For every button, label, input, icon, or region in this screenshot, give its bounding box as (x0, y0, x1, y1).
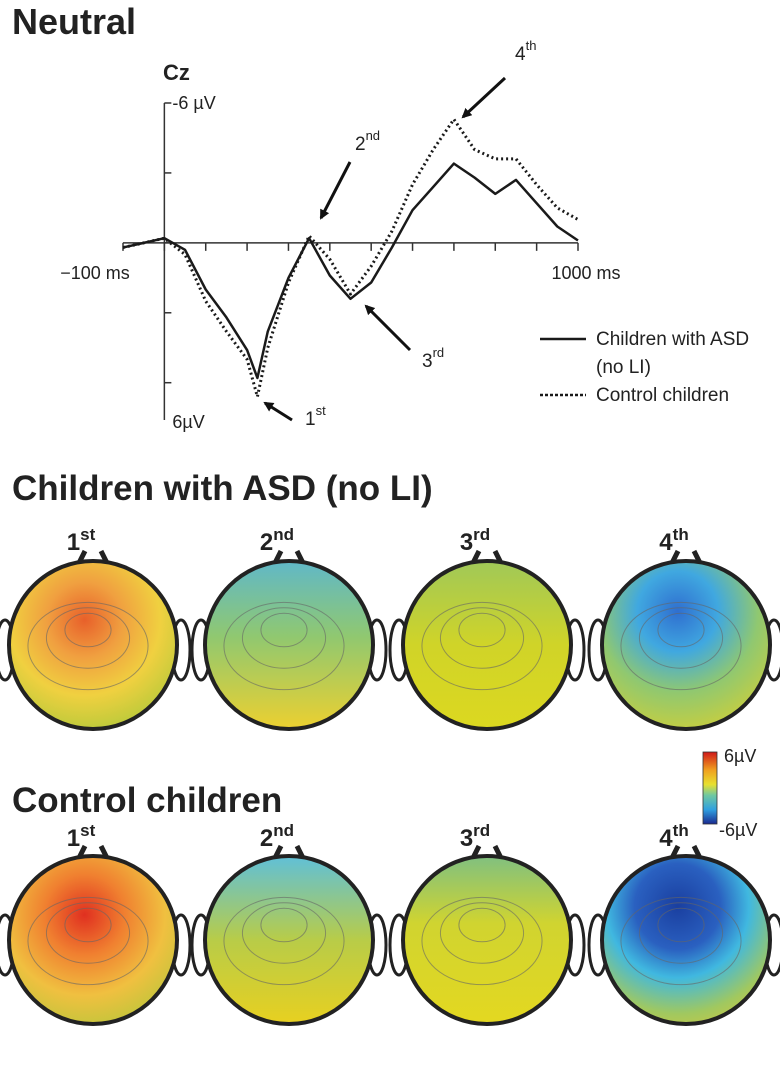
series-line (122, 162, 579, 380)
topomap-label: 2nd (260, 821, 294, 852)
topomap (388, 549, 586, 731)
peak-number: 2 (355, 134, 366, 155)
figure-title: Neutral (12, 1, 136, 42)
scalp (600, 854, 772, 1026)
series-line (122, 117, 579, 399)
topomap (190, 549, 388, 731)
y-tick-label: 6µV (172, 412, 204, 432)
contour (45, 902, 131, 964)
legend-entry: Children with ASD (no LI) (596, 329, 750, 378)
arrow (263, 401, 293, 422)
topomap (388, 844, 586, 1026)
scalp (7, 854, 179, 1026)
legend: Children with ASD (no LI) Control childr… (596, 326, 766, 410)
peak-suffix: nd (273, 821, 294, 840)
peak-suffix: st (80, 525, 95, 544)
contour (458, 612, 506, 648)
x-tick-label: 1000 ms (551, 263, 620, 283)
topomap-label: 4th (659, 821, 688, 852)
topomap-label: 3rd (460, 525, 490, 556)
contour (657, 612, 705, 648)
contour (241, 902, 327, 964)
contour (638, 607, 724, 669)
topomap-label: 4th (659, 525, 688, 556)
contour (241, 607, 327, 669)
peak-suffix: nd (366, 128, 380, 143)
contour (421, 601, 543, 691)
peak-suffix: th (673, 821, 689, 840)
peak-number: 3 (460, 529, 473, 556)
arrow (319, 161, 352, 220)
peak-suffix: st (316, 403, 327, 418)
topomap (0, 844, 192, 1026)
scalp (600, 559, 772, 731)
topomap (0, 549, 192, 731)
colorbar-max: 6µV (724, 746, 756, 766)
contour (439, 902, 525, 964)
peak-suffix: nd (273, 525, 294, 544)
scalp (203, 854, 375, 1026)
section-title: Children with ASD (no LI) (12, 469, 433, 508)
contour (638, 902, 724, 964)
peak-suffix: rd (473, 821, 490, 840)
peak-suffix: rd (433, 345, 445, 360)
y-tick-label: -6 µV (172, 93, 215, 113)
peak-number: 4 (515, 44, 526, 65)
contour (64, 907, 112, 943)
peak-suffix: st (80, 821, 95, 840)
peak-label: 3rd (422, 345, 444, 372)
peak-suffix: rd (473, 525, 490, 544)
peak-number: 3 (460, 825, 473, 852)
contour (223, 896, 345, 986)
peak-number: 1 (67, 825, 80, 852)
contour (260, 612, 308, 648)
x-tick-label: −100 ms (60, 263, 130, 283)
contour (620, 601, 742, 691)
scalp (203, 559, 375, 731)
topomap (587, 549, 780, 731)
peak-label: 2nd (355, 128, 380, 155)
topomap (190, 844, 388, 1026)
topomap-label: 3rd (460, 821, 490, 852)
topomap (587, 844, 780, 1026)
peak-label: 4th (515, 38, 536, 65)
peak-number: 2 (260, 529, 273, 556)
peak-suffix: th (673, 525, 689, 544)
topomap-label: 1st (67, 525, 96, 556)
scalp (401, 559, 573, 731)
peak-number: 4 (659, 529, 673, 556)
legend-entry: Control children (596, 385, 730, 406)
arrow (364, 304, 412, 352)
contour (458, 907, 506, 943)
contour (223, 601, 345, 691)
contour (260, 907, 308, 943)
contour (27, 601, 149, 691)
peak-number: 2 (260, 825, 273, 852)
contour (27, 896, 149, 986)
contour (657, 907, 705, 943)
topomap-label: 2nd (260, 525, 294, 556)
topomap-label: 1st (67, 821, 96, 852)
channel-label: Cz (163, 60, 190, 85)
arrow (461, 76, 507, 119)
section-title: Control children (12, 781, 282, 820)
peak-number: 1 (305, 409, 316, 430)
contour (64, 612, 112, 648)
peak-number: 1 (67, 529, 80, 556)
scalp (401, 854, 573, 1026)
contour (421, 896, 543, 986)
contour (439, 607, 525, 669)
peak-label: 1st (305, 403, 326, 430)
scalp (7, 559, 179, 731)
colorbar-min: -6µV (719, 820, 757, 840)
contour (620, 896, 742, 986)
peak-suffix: th (526, 38, 537, 53)
peak-number: 3 (422, 351, 433, 372)
peak-number: 4 (659, 825, 673, 852)
contour (45, 607, 131, 669)
colorbar (702, 751, 718, 825)
